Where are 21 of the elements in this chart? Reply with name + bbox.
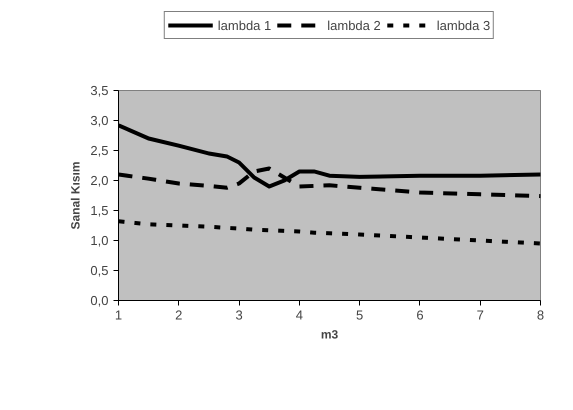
x-axis-title: m3 xyxy=(320,328,338,342)
x-tick-label: 7 xyxy=(476,308,484,322)
x-tick-label: 8 xyxy=(536,308,544,322)
y-tick-label: 0,5 xyxy=(90,263,109,278)
x-tick-label: 6 xyxy=(416,308,424,322)
y-tick-label: 2,5 xyxy=(90,143,109,158)
legend-label: lambda 3 xyxy=(436,18,490,32)
x-tick-label: 1 xyxy=(114,308,122,322)
y-tick-label: 3,5 xyxy=(90,83,109,98)
x-tick-label: 3 xyxy=(235,308,243,322)
legend-label: lambda 2 xyxy=(327,18,381,32)
x-tick-label: 2 xyxy=(175,308,182,322)
x-tick-label: 4 xyxy=(296,308,303,322)
y-tick-label: 1,5 xyxy=(90,203,109,218)
y-tick-label: 3,0 xyxy=(90,113,109,128)
y-tick-label: 0,0 xyxy=(90,293,109,308)
y-axis-title: Sanal Kısım xyxy=(68,161,82,230)
legend-label: lambda 1 xyxy=(218,18,272,32)
x-tick-label: 5 xyxy=(356,308,364,322)
y-tick-label: 2,0 xyxy=(90,173,109,188)
y-tick-label: 1,0 xyxy=(90,233,109,248)
